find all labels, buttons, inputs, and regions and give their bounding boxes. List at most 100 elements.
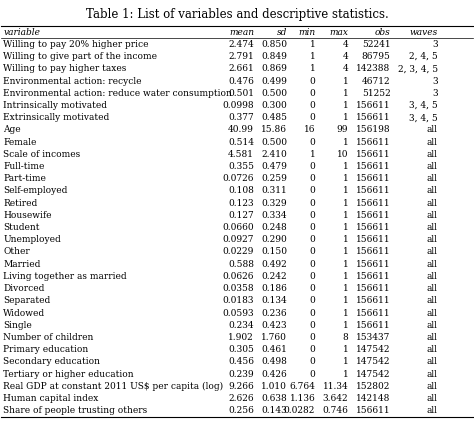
Text: 1: 1 <box>342 235 348 244</box>
Text: all: all <box>427 125 438 134</box>
Text: all: all <box>427 370 438 379</box>
Text: 0: 0 <box>310 162 315 171</box>
Text: 0: 0 <box>310 370 315 379</box>
Text: 0: 0 <box>310 296 315 305</box>
Text: Table 1: List of variables and descriptive statistics.: Table 1: List of variables and descripti… <box>86 8 388 21</box>
Text: 1: 1 <box>342 89 348 98</box>
Text: all: all <box>427 309 438 317</box>
Text: 0: 0 <box>310 333 315 342</box>
Text: 1: 1 <box>310 64 315 74</box>
Text: 1: 1 <box>342 211 348 220</box>
Text: Willing to give part of the income: Willing to give part of the income <box>3 52 157 61</box>
Text: 0: 0 <box>310 321 315 330</box>
Text: 1: 1 <box>342 357 348 366</box>
Text: 0.500: 0.500 <box>261 138 287 147</box>
Text: 9.266: 9.266 <box>228 382 254 391</box>
Text: Self-employed: Self-employed <box>3 187 68 196</box>
Text: Married: Married <box>3 260 41 269</box>
Text: 0.0593: 0.0593 <box>222 309 254 317</box>
Text: all: all <box>427 406 438 415</box>
Text: 0.0282: 0.0282 <box>284 406 315 415</box>
Text: 4.581: 4.581 <box>228 150 254 159</box>
Text: all: all <box>427 162 438 171</box>
Text: 0.850: 0.850 <box>261 40 287 49</box>
Text: all: all <box>427 382 438 391</box>
Text: Living together as married: Living together as married <box>3 272 127 281</box>
Text: 0.143: 0.143 <box>261 406 287 415</box>
Text: 40.99: 40.99 <box>228 125 254 134</box>
Text: 0.134: 0.134 <box>261 296 287 305</box>
Text: 147542: 147542 <box>356 345 391 354</box>
Text: 0.514: 0.514 <box>228 138 254 147</box>
Text: 156611: 156611 <box>356 223 391 232</box>
Text: 3: 3 <box>432 40 438 49</box>
Text: 2, 3, 4, 5: 2, 3, 4, 5 <box>398 64 438 74</box>
Text: 46712: 46712 <box>362 76 391 85</box>
Text: 0.305: 0.305 <box>228 345 254 354</box>
Text: Other: Other <box>3 247 30 257</box>
Text: 0.256: 0.256 <box>228 406 254 415</box>
Text: 0: 0 <box>310 309 315 317</box>
Text: 0: 0 <box>310 260 315 269</box>
Text: 52241: 52241 <box>362 40 391 49</box>
Text: all: all <box>427 187 438 196</box>
Text: all: all <box>427 260 438 269</box>
Text: all: all <box>427 198 438 208</box>
Text: 0.290: 0.290 <box>261 235 287 244</box>
Text: 10: 10 <box>337 150 348 159</box>
Text: 0.329: 0.329 <box>261 198 287 208</box>
Text: 0.311: 0.311 <box>261 187 287 196</box>
Text: 51252: 51252 <box>362 89 391 98</box>
Text: 0.500: 0.500 <box>261 89 287 98</box>
Text: 4: 4 <box>342 52 348 61</box>
Text: all: all <box>427 223 438 232</box>
Text: 0.499: 0.499 <box>261 76 287 85</box>
Text: Housewife: Housewife <box>3 211 52 220</box>
Text: 2.661: 2.661 <box>228 64 254 74</box>
Text: 1: 1 <box>342 138 348 147</box>
Text: 0.300: 0.300 <box>261 101 287 110</box>
Text: 0.236: 0.236 <box>261 309 287 317</box>
Text: 0.588: 0.588 <box>228 260 254 269</box>
Text: 156611: 156611 <box>356 113 391 122</box>
Text: sd: sd <box>276 28 287 37</box>
Text: 0.869: 0.869 <box>261 64 287 74</box>
Text: 0: 0 <box>310 357 315 366</box>
Text: 153437: 153437 <box>356 333 391 342</box>
Text: 0.0998: 0.0998 <box>222 101 254 110</box>
Text: all: all <box>427 235 438 244</box>
Text: 1: 1 <box>310 52 315 61</box>
Text: all: all <box>427 394 438 403</box>
Text: 1: 1 <box>310 150 315 159</box>
Text: 0.108: 0.108 <box>228 187 254 196</box>
Text: 156611: 156611 <box>356 162 391 171</box>
Text: 0: 0 <box>310 174 315 183</box>
Text: 0.0726: 0.0726 <box>222 174 254 183</box>
Text: 0.377: 0.377 <box>228 113 254 122</box>
Text: 0.0358: 0.0358 <box>222 284 254 293</box>
Text: 0.461: 0.461 <box>261 345 287 354</box>
Text: 152802: 152802 <box>356 382 391 391</box>
Text: 0.501: 0.501 <box>228 89 254 98</box>
Text: 0: 0 <box>310 235 315 244</box>
Text: Secondary education: Secondary education <box>3 357 100 366</box>
Text: 6.764: 6.764 <box>289 382 315 391</box>
Text: Willing to pay 20% higher price: Willing to pay 20% higher price <box>3 40 149 49</box>
Text: Divorced: Divorced <box>3 284 45 293</box>
Text: 147542: 147542 <box>356 357 391 366</box>
Text: 1: 1 <box>342 272 348 281</box>
Text: Number of children: Number of children <box>3 333 94 342</box>
Text: 15.86: 15.86 <box>261 125 287 134</box>
Text: 3: 3 <box>432 89 438 98</box>
Text: 1: 1 <box>342 174 348 183</box>
Text: all: all <box>427 333 438 342</box>
Text: 2.791: 2.791 <box>228 52 254 61</box>
Text: 156611: 156611 <box>356 235 391 244</box>
Text: 1: 1 <box>342 284 348 293</box>
Text: 0.150: 0.150 <box>261 247 287 257</box>
Text: 0.492: 0.492 <box>261 260 287 269</box>
Text: 0: 0 <box>310 101 315 110</box>
Text: 0.0626: 0.0626 <box>222 272 254 281</box>
Text: waves: waves <box>410 28 438 37</box>
Text: 142388: 142388 <box>356 64 391 74</box>
